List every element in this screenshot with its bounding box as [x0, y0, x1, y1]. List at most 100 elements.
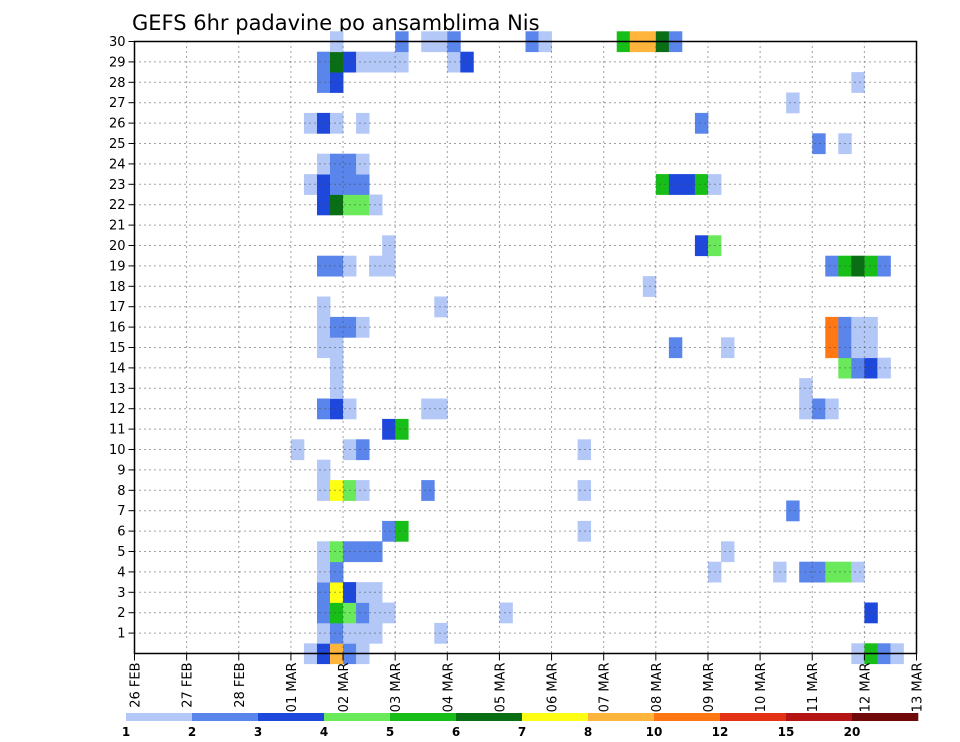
heatmap-cell — [825, 255, 839, 277]
colorbar-swatch — [522, 713, 589, 721]
x-tick-label: 13 MAR — [911, 663, 926, 713]
heatmap-cell — [369, 51, 383, 73]
x-tick-label: 02 MAR — [337, 663, 352, 713]
colorbar-swatch — [786, 713, 853, 721]
heatmap-cell — [330, 561, 344, 583]
x-tick-label: 08 MAR — [650, 663, 665, 713]
y-tick-label: 22 — [109, 198, 126, 213]
heatmap-cell — [316, 582, 331, 603]
y-tick-label: 9 — [117, 463, 125, 478]
heatmap-cell — [369, 255, 383, 277]
y-tick-label: 28 — [109, 76, 126, 91]
heatmap-cell — [356, 194, 370, 216]
colorbar-swatch — [588, 713, 655, 721]
heatmap-cell — [812, 561, 826, 583]
x-tick-label: 28 FEB — [233, 663, 248, 708]
y-tick-label: 12 — [109, 402, 126, 417]
colorbar-swatch — [390, 713, 457, 721]
x-tick-label: 09 MAR — [702, 663, 717, 713]
heatmap-cell — [356, 582, 370, 603]
heatmap-cell — [316, 602, 331, 624]
colorbar-label: 4 — [320, 725, 328, 739]
colorbar-label: 15 — [778, 725, 795, 739]
x-tick-label: 05 MAR — [493, 663, 508, 713]
heatmap-cell — [330, 51, 344, 73]
x-tick-label: 04 MAR — [441, 663, 456, 713]
heatmap-cell — [316, 255, 331, 277]
heatmap-cell — [356, 602, 370, 624]
colorbar-swatch — [456, 713, 523, 721]
heatmap-cell — [395, 51, 409, 73]
x-axis: 26 FEB 27 FEB 28 FEB 01 MAR 02 MAR 03 MAR 04 M… — [129, 653, 926, 713]
heatmap-cell — [330, 541, 344, 563]
heatmap-cell — [694, 174, 709, 195]
heatmap-cell — [864, 337, 878, 359]
chart-title: GEFS 6hr padavine po ansamblima Nis — [132, 11, 540, 35]
heatmap-cell — [369, 582, 383, 603]
heatmap-cell — [851, 72, 865, 93]
heatmap-cell — [303, 174, 318, 195]
heatmap-cell — [303, 112, 318, 134]
colorbar-swatch — [852, 713, 919, 721]
heatmap-cell — [316, 174, 331, 195]
heatmap-cell — [395, 418, 409, 440]
heatmap-cell — [330, 378, 344, 399]
colorbar-label: 7 — [518, 725, 526, 739]
heatmap-cell — [316, 541, 331, 563]
x-tick-label: 11 MAR — [806, 663, 821, 713]
heatmap-cell — [864, 316, 878, 338]
heatmap-cell — [668, 174, 683, 195]
heatmap-cell — [316, 72, 331, 93]
heatmap-cell — [330, 622, 344, 644]
heatmap-cell — [330, 480, 344, 501]
heatmap-cell — [316, 561, 331, 583]
heatmap-cell — [799, 561, 813, 583]
heatmap-cell — [694, 235, 709, 257]
heatmap-cell — [864, 602, 878, 624]
heatmap-cell — [330, 194, 344, 216]
heatmap-cell — [316, 194, 331, 216]
heatmap-cell — [434, 398, 448, 420]
heatmap-cell — [577, 520, 592, 542]
heatmap-cell — [577, 480, 592, 501]
colorbar: 1 2 3 4 5 6 7 8 10 12 15 20 — [122, 713, 919, 739]
heatmap-cell — [356, 480, 370, 501]
colorbar-label: 6 — [452, 725, 460, 739]
y-axis: 1234567891011121314151617181920212223242… — [109, 35, 135, 642]
heatmap-cell — [786, 92, 800, 114]
heatmap-cell — [799, 378, 813, 399]
y-tick-label: 4 — [117, 565, 125, 580]
y-tick-label: 17 — [109, 300, 126, 315]
y-tick-label: 2 — [117, 606, 125, 621]
x-tick-label: 27 FEB — [181, 663, 196, 708]
y-tick-label: 29 — [109, 55, 126, 70]
colorbar-swatch — [192, 713, 259, 721]
heatmap-cell — [851, 357, 865, 379]
heatmap-cell — [877, 255, 891, 277]
y-tick-label: 15 — [109, 341, 126, 356]
y-tick-label: 11 — [109, 423, 126, 438]
y-tick-label: 3 — [117, 586, 125, 601]
colorbar-label: 3 — [254, 725, 262, 739]
heatmap-cell — [721, 337, 735, 359]
x-tick-label: 10 MAR — [754, 663, 769, 713]
y-tick-label: 27 — [109, 96, 126, 111]
heatmap-cell — [330, 337, 344, 359]
heatmap-cell — [825, 337, 839, 359]
colorbar-label: 1 — [122, 725, 130, 739]
y-tick-label: 25 — [109, 137, 126, 152]
y-tick-label: 6 — [117, 525, 125, 540]
colorbar-swatch — [258, 713, 325, 721]
heatmap-cell — [434, 622, 448, 644]
heatmap-cell — [356, 316, 370, 338]
heatmap-cell — [369, 541, 383, 563]
heatmap-cell — [316, 112, 331, 134]
heatmap-cell — [369, 622, 383, 644]
heatmap-cell — [356, 622, 370, 644]
heatmap-cell — [864, 255, 878, 277]
colorbar-label: 12 — [712, 725, 729, 739]
heatmap-cell — [330, 255, 344, 277]
colorbar-label: 5 — [386, 725, 394, 739]
heatmap-cell — [356, 112, 370, 134]
heatmap-cell — [460, 51, 474, 73]
